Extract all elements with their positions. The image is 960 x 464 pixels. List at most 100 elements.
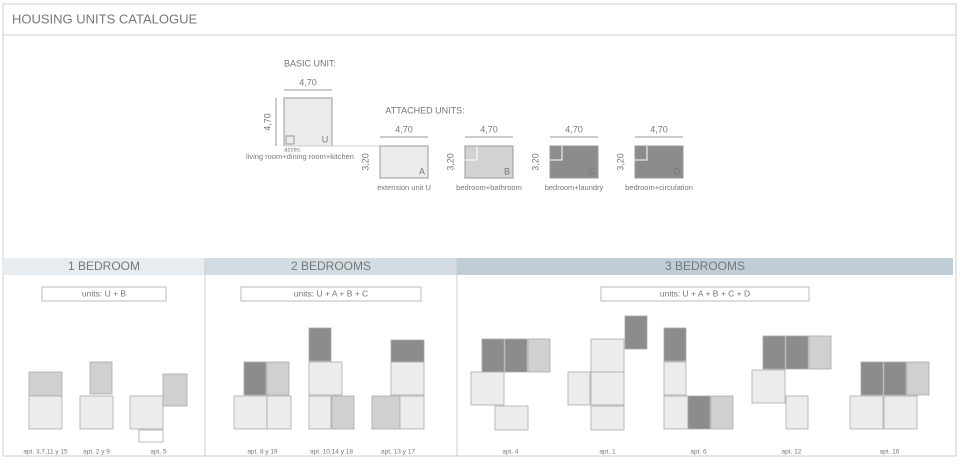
apartment-label: apt. 1 (599, 449, 616, 456)
units-formula: units: U + A + B + C + D (660, 288, 750, 298)
units-box (240, 286, 422, 302)
dim-label: 4,70 (395, 124, 413, 134)
room (390, 339, 425, 363)
room (785, 335, 809, 370)
unit-letter: C (589, 166, 596, 176)
access-mark (285, 135, 295, 145)
unit-letter: A (419, 166, 425, 176)
room (590, 371, 625, 406)
apartment-label: apt. 10,14 y 18 (310, 449, 353, 456)
group-title: 1 BEDROOM (68, 259, 140, 273)
attached-unit (549, 145, 599, 179)
units-formula: units: U + B (82, 288, 127, 298)
room (470, 371, 505, 406)
room (371, 395, 401, 430)
basic-heading: BASIC UNIT: (284, 58, 336, 68)
room (233, 395, 268, 430)
room (504, 338, 528, 373)
room (399, 395, 425, 430)
room (79, 395, 114, 430)
apartment-label: apt. 16 (880, 449, 900, 456)
dim-label: 4,70 (650, 124, 668, 134)
room (308, 327, 332, 362)
unit-caption: bedroom+circulation (625, 183, 693, 192)
room (687, 395, 711, 430)
apartment-label: apt. 6 (690, 449, 707, 456)
room (162, 373, 188, 407)
room-split (465, 146, 478, 161)
units-box (600, 286, 810, 302)
unit-letter: D (674, 166, 681, 176)
room (89, 361, 113, 395)
dim-label: 3,20 (530, 153, 540, 171)
apartment-label: apt. 13 y 17 (381, 449, 415, 456)
dim-label: 3,20 (360, 153, 370, 171)
unit-letter: U (322, 134, 329, 144)
room (663, 327, 687, 362)
room (624, 315, 648, 350)
room (138, 429, 164, 443)
room (849, 395, 884, 430)
unit-caption: bedroom+bathroom (456, 183, 522, 192)
room (331, 395, 355, 430)
room-split (635, 146, 648, 161)
group-band (457, 258, 953, 275)
attached-unit (634, 145, 684, 179)
room-split (550, 146, 563, 161)
room (308, 395, 332, 430)
room (494, 405, 529, 431)
dim-label: 4,70 (299, 77, 317, 87)
attached-heading: ATTACHED UNITS: (385, 105, 464, 115)
basic-caption: living room+dining room+kitchen (246, 152, 354, 161)
title: HOUSING UNITS CATALOGUE (12, 11, 197, 26)
room (590, 338, 625, 373)
unit-caption: bedroom+laundry (545, 183, 604, 192)
room (860, 361, 884, 396)
apartment-label: apt. 12 (782, 449, 802, 456)
group-band (3, 258, 205, 275)
room (390, 361, 425, 396)
units-box (41, 286, 167, 302)
room (710, 395, 734, 430)
room (808, 335, 832, 370)
room (527, 338, 551, 373)
room (243, 361, 267, 396)
dim-label: 4,70 (565, 124, 583, 134)
room (762, 335, 786, 370)
room (663, 395, 689, 430)
room (751, 369, 786, 404)
attached-unit (379, 145, 429, 179)
room (28, 395, 63, 430)
room (308, 361, 343, 396)
apartment-label: apt. 5 (150, 449, 167, 456)
unit-letter: B (504, 166, 510, 176)
room (129, 395, 164, 430)
dim-label: 4,70 (262, 113, 272, 131)
apartment-label: apt. 8 y 19 (247, 449, 278, 456)
room (266, 395, 292, 430)
units-formula: units: U + A + B + C (294, 288, 368, 298)
group-title: 2 BEDROOMS (291, 259, 371, 273)
dim-label: 3,20 (445, 153, 455, 171)
room (481, 338, 505, 373)
attached-unit (464, 145, 514, 179)
basic-unit (283, 97, 333, 147)
unit-caption: extension unit U (377, 183, 431, 192)
group-title: 3 BEDROOMS (665, 259, 745, 273)
room (906, 361, 930, 396)
room (883, 395, 918, 430)
dim-label: 4,70 (480, 124, 498, 134)
room (28, 371, 63, 397)
group-band (205, 258, 457, 275)
room (785, 395, 809, 430)
room (883, 361, 907, 396)
room (266, 361, 290, 396)
apartment-label: apt. 4 (502, 449, 519, 456)
apartment-label: apt. 3,7,11 y 15 (23, 449, 68, 456)
dim-label: 3,20 (615, 153, 625, 171)
access-label: acces (284, 148, 300, 154)
apartment-label: apt. 2 y 9 (83, 449, 110, 456)
room (567, 371, 591, 406)
